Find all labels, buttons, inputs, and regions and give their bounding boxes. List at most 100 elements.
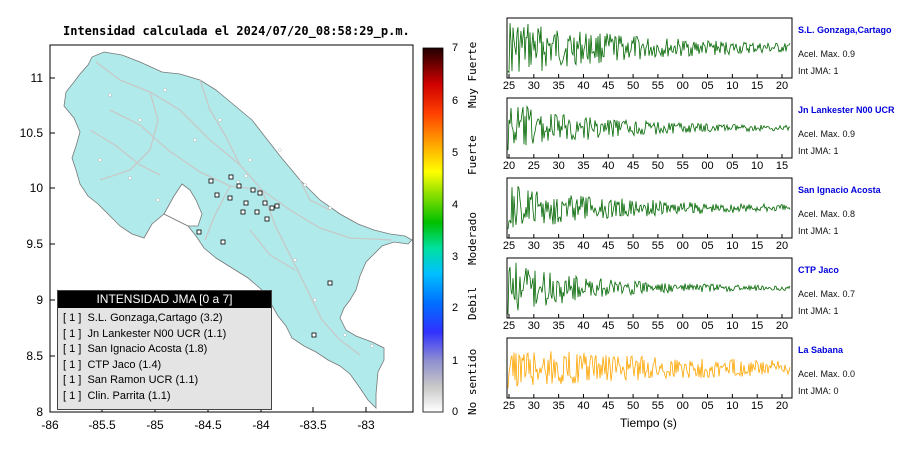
- lat-tick-label: 10: [29, 181, 43, 195]
- waveform-tick-label: 25: [527, 160, 540, 172]
- waveform-trace: [507, 262, 791, 315]
- waveform-tick-label: 00: [676, 400, 689, 412]
- lon-tick-label: -85: [146, 418, 164, 432]
- legend-item: [ 1 ] S.L. Gonzaga,Cartago (3.2): [63, 312, 223, 324]
- waveform-tick-label: 05: [701, 320, 714, 332]
- waveform-tick-label: 50: [651, 160, 665, 172]
- waveform-tick-label: 25: [502, 80, 516, 92]
- waveform-tick-label: 10: [751, 160, 764, 172]
- station-int-jma: Int JMA: 1: [798, 146, 839, 156]
- waveform-trace: [507, 351, 791, 389]
- waveform-tick-label: 20: [775, 80, 789, 92]
- colorbar-tick: 5: [452, 147, 459, 159]
- waveform-tick-label: 35: [552, 240, 565, 252]
- waveform-tick-label: 20: [502, 160, 516, 172]
- waveform-tick-label: 05: [701, 400, 714, 412]
- waveform-tick-label: 55: [651, 240, 665, 252]
- station-acel-max: Acel. Max. 0.9: [798, 49, 856, 59]
- waveform-tick-label: 00: [676, 240, 689, 252]
- waveform-tick-label: 20: [775, 320, 789, 332]
- colorbar-tick: 7: [452, 42, 459, 54]
- lon-tick-label: -83: [357, 418, 375, 432]
- waveform-tick-label: 10: [726, 80, 739, 92]
- station-int-jma: Int JMA: 0: [798, 386, 839, 396]
- waveform-tick-label: 30: [527, 320, 540, 332]
- waveform-tick-label: 05: [726, 160, 739, 172]
- colorbar-tick: 3: [452, 251, 459, 263]
- waveform-tick-label: 35: [577, 160, 590, 172]
- lat-tick-label: 9.5: [26, 237, 43, 251]
- waveform-tick-label: 25: [502, 240, 516, 252]
- waveform-tick-label: 45: [626, 160, 640, 172]
- legend-item: [ 1 ] Clin. Parrita (1.1): [63, 389, 171, 402]
- station-name: S.L. Gonzaga,Cartago: [798, 25, 892, 35]
- waveform-tick-label: 30: [552, 160, 565, 172]
- colorbar-tick: 2: [452, 302, 459, 314]
- station-name: San Ignacio Acosta: [798, 185, 881, 195]
- lon-tick-label: -86: [41, 418, 59, 432]
- legend-item: [ 1 ] San Ignacio Acosta (1.8): [63, 343, 208, 355]
- waveform-tick-label: 45: [602, 400, 615, 412]
- lat-tick-label: 8: [36, 405, 43, 419]
- station-name: Jn Lankester N00 UCR: [798, 105, 895, 115]
- lat-tick-label: 8.5: [26, 349, 43, 363]
- waveform-tick-label: 15: [751, 80, 764, 92]
- waveform-tick-label: 15: [751, 400, 764, 412]
- waveform-panel: [506, 17, 793, 79]
- station-name: CTP Jaco: [798, 265, 839, 275]
- waveform-tick-label: 35: [552, 400, 565, 412]
- lon-tick-label: -83.5: [299, 418, 327, 432]
- waveform-panel: [506, 97, 793, 159]
- waveform-tick-label: 20: [775, 240, 789, 252]
- colorbar-tick: 6: [452, 95, 459, 107]
- waveform-panel: [506, 177, 793, 239]
- gulf-of-nicoya: [163, 183, 203, 227]
- station-acel-max: Acel. Max. 0.0: [798, 369, 856, 379]
- waveform-tick-label: 30: [527, 80, 540, 92]
- waveform-tick-label: 50: [626, 80, 640, 92]
- station-int-jma: Int JMA: 1: [798, 306, 839, 316]
- waveform-tick-label: 55: [651, 320, 665, 332]
- lon-tick-label: -84: [252, 418, 270, 432]
- colorbar-tick: 4: [452, 199, 459, 211]
- waveform-tick-label: 15: [751, 240, 764, 252]
- waveform-tick-label: 05: [701, 80, 714, 92]
- waveform-tick-label: 35: [552, 80, 565, 92]
- waveform-tick-label: 15: [751, 320, 764, 332]
- lat-tick-label: 10.5: [19, 126, 43, 140]
- station-name: La Sabana: [798, 345, 844, 355]
- map-title: Intensidad calculada el 2024/07/20_08:58…: [63, 24, 410, 38]
- waveform-tick-label: 00: [676, 320, 689, 332]
- legend-item: [ 1 ] CTP Jaco (1.4): [63, 358, 162, 371]
- time-axis-label: Tiempo (s): [620, 416, 677, 430]
- station-acel-max: Acel. Max. 0.9: [798, 129, 856, 139]
- waveform-tick-label: 40: [577, 80, 590, 92]
- waveform-tick-label: 10: [726, 320, 739, 332]
- waveform-tick-label: 45: [602, 80, 615, 92]
- road-network: [89, 61, 393, 356]
- waveform-tick-label: 10: [726, 240, 739, 252]
- waveform-tick-label: 15: [775, 160, 789, 172]
- lon-tick-label: -84.5: [194, 418, 222, 432]
- legend-title: INTENSIDAD JMA [0 a 7]: [58, 291, 271, 308]
- costa-rica-landmass: [63, 51, 413, 409]
- lat-tick-label: 11: [30, 71, 43, 85]
- waveform-tick-label: 00: [676, 80, 689, 92]
- waveform-tick-label: 10: [726, 400, 739, 412]
- station-int-jma: Int JMA: 1: [798, 226, 839, 236]
- waveform-tick-label: 45: [602, 240, 615, 252]
- waveform-tick-label: 40: [602, 160, 615, 172]
- legend-item: [ 1 ] San Ramon UCR (1.1): [63, 374, 199, 386]
- legend-item: [ 1 ] Jn Lankester N00 UCR (1.1): [63, 327, 227, 340]
- station-acel-max: Acel. Max. 0.8: [798, 209, 856, 219]
- station-dots: [98, 88, 374, 348]
- waveform-tick-label: 00: [701, 160, 714, 172]
- intensity-legend: INTENSIDAD JMA [0 a 7] [ 1 ] S.L. Gonzag…: [57, 290, 272, 410]
- waveform-tick-label: 40: [577, 240, 590, 252]
- waveform-tick-label: 55: [676, 160, 689, 172]
- waveform-tick-label: 25: [502, 320, 516, 332]
- waveform-tick-label: 50: [626, 320, 640, 332]
- lat-tick-label: 9: [36, 293, 43, 307]
- waveform-tick-label: 35: [552, 320, 565, 332]
